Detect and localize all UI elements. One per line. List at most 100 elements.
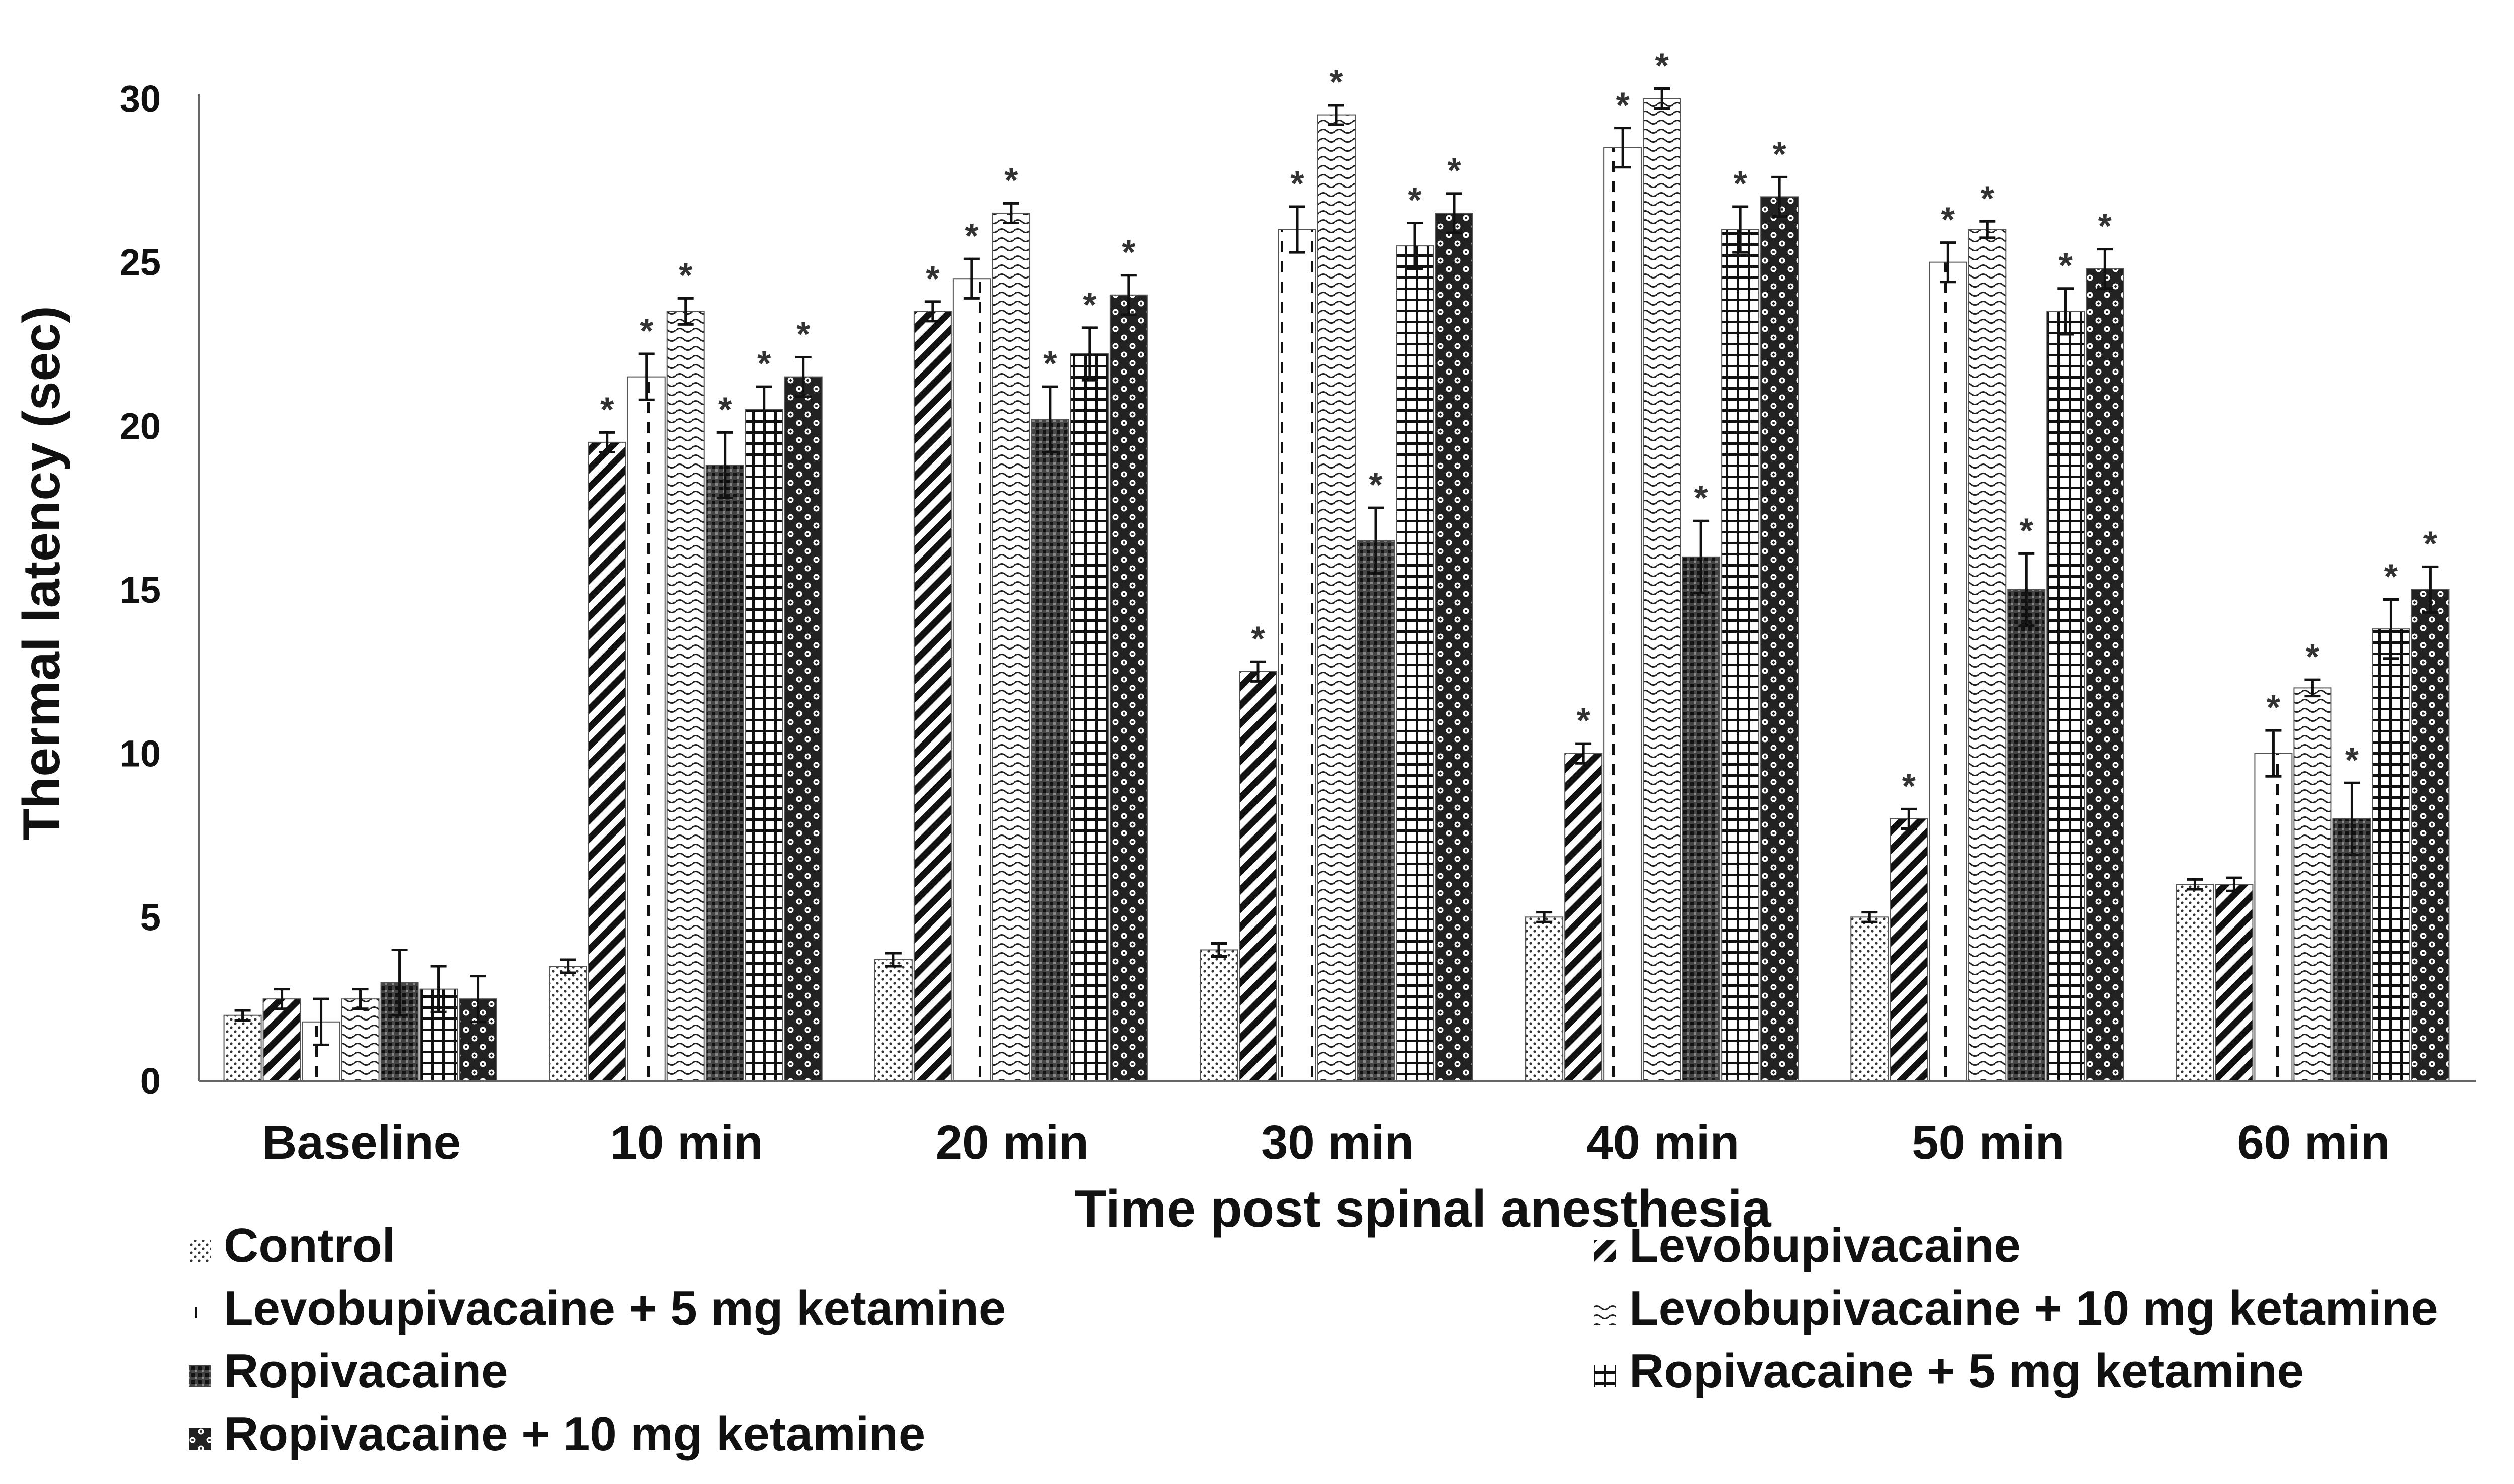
significance-marker: * — [1694, 478, 1709, 517]
legend-item-2: Levobupivacaine — [1594, 1219, 2021, 1272]
legend-label: Ropivacaine + 10 mg ketamine — [224, 1407, 925, 1461]
legend-label: Levobupivacaine — [1629, 1219, 2021, 1272]
significance-marker: * — [1043, 344, 1057, 383]
significance-marker: * — [1773, 134, 1787, 173]
error-bar-series-2-cat-1 — [274, 988, 290, 1010]
legend-swatch — [189, 1428, 211, 1450]
error-bar-series-4-cat-7 — [2304, 678, 2321, 698]
error-bar-series-4-cat-1 — [352, 988, 369, 1010]
bar-series-4-60-min — [2293, 687, 2332, 1081]
bar-series-2-10-min — [588, 441, 626, 1081]
legend-swatch — [189, 1240, 211, 1262]
significance-marker: * — [600, 390, 614, 429]
x-tick-label-10-min: 10 min — [610, 1116, 763, 1169]
error-bar-series-7-cat-3 — [1120, 274, 1137, 316]
error-bar-series-1-cat-2 — [560, 958, 576, 974]
error-bar-series-6-cat-7 — [2383, 598, 2399, 660]
bar-series-7-60-min — [2411, 589, 2450, 1081]
significance-marker: * — [679, 255, 693, 295]
error-bar-series-6-cat-1 — [430, 965, 447, 1013]
y-tick-label-15: 15 — [120, 569, 161, 611]
y-axis-label: Thermal latency (sec) — [13, 306, 71, 841]
x-category-labels: Baseline 10 min 20 min 30 min 40 min 50 min 60… — [262, 1116, 2390, 1169]
legend-swatch — [189, 1303, 211, 1325]
error-bar-series-6-cat-5 — [1732, 205, 1749, 254]
significance-marker: * — [1369, 465, 1383, 504]
x-tick-label-50-min: 50 min — [1912, 1116, 2064, 1169]
error-bar-series-4-cat-6 — [1979, 220, 1996, 239]
x-tick-label-30-min: 30 min — [1261, 1116, 1414, 1169]
significance-marker: * — [1734, 164, 1748, 203]
significance-marker: * — [1941, 200, 1955, 239]
x-tick-label-40-min: 40 min — [1586, 1116, 1739, 1169]
error-bar-series-3-cat-1 — [313, 997, 329, 1046]
bar-series-1-20-min — [874, 959, 913, 1082]
legend-label: Control — [224, 1219, 395, 1272]
significance-marker: * — [1004, 160, 1018, 200]
y-tick-label-5: 5 — [140, 896, 161, 938]
bar-series-2-60-min — [2215, 884, 2254, 1081]
bar-series-5-10-min — [705, 465, 744, 1082]
bar-series-1-10-min — [549, 966, 587, 1081]
bar-series-7-40-min — [1760, 196, 1799, 1081]
legend-label: Levobupivacaine + 10 mg ketamine — [1629, 1281, 2438, 1335]
significance-marker: * — [1251, 619, 1265, 658]
bar-series-6-30-min — [1396, 245, 1434, 1082]
error-bar-series-3-cat-7 — [2265, 729, 2282, 778]
significance-marker: * — [1577, 701, 1591, 740]
error-bar-series-1-cat-7 — [2187, 878, 2203, 891]
significance-marker: * — [1447, 151, 1461, 190]
bar-series-1-50-min — [1850, 916, 1889, 1082]
y-tick-label-20: 20 — [120, 405, 161, 447]
bar-series-3-10-min — [627, 376, 666, 1082]
error-bar-series-7-cat-2 — [795, 356, 812, 398]
x-tick-label-baseline: Baseline — [262, 1116, 461, 1169]
bars-layer — [223, 98, 2450, 1082]
bar-series-3-30-min — [1278, 229, 1316, 1081]
error-bar-series-6-cat-6 — [2057, 287, 2074, 336]
significance-marker: * — [2267, 688, 2281, 727]
y-ticks: 0 5 10 15 20 25 30 — [120, 78, 161, 1102]
error-bar-series-7-cat-7 — [2422, 565, 2439, 614]
error-bar-series-7-cat-1 — [470, 975, 486, 1024]
bar-series-7-20-min — [1109, 294, 1148, 1081]
significance-marker: * — [965, 216, 979, 255]
error-bars-layer — [234, 87, 2439, 1046]
y-tick-label-25: 25 — [120, 242, 161, 284]
legend-item-5: Ropivacaine — [189, 1344, 508, 1398]
error-bar-series-4-cat-4 — [1328, 104, 1344, 126]
error-bar-series-5-cat-2 — [716, 431, 733, 500]
error-bar-series-5-cat-3 — [1042, 385, 1058, 453]
x-axis-label: Time post spinal anesthesia — [1074, 1180, 1771, 1238]
error-bar-series-6-cat-2 — [756, 385, 772, 434]
bar-series-4-50-min — [1968, 229, 2007, 1081]
error-bar-series-7-cat-5 — [1771, 175, 1788, 218]
legend-item-1: Control — [189, 1219, 395, 1272]
error-bar-series-3-cat-4 — [1289, 205, 1305, 254]
bar-series-6-40-min — [1721, 229, 1760, 1081]
error-bar-series-2-cat-3 — [924, 300, 941, 323]
significance-marker: * — [1083, 285, 1097, 324]
bar-series-1-40-min — [1525, 916, 1564, 1082]
bar-series-7-10-min — [784, 376, 823, 1082]
legend: Control Levobupivacaine Levobupivacaine + … — [189, 1219, 2438, 1461]
error-bar-series-3-cat-5 — [1614, 127, 1631, 169]
significance-marker: * — [1981, 178, 1995, 218]
significance-marker: * — [926, 259, 940, 298]
significance-marker: * — [1290, 164, 1304, 203]
legend-item-7: Ropivacaine + 10 mg ketamine — [189, 1407, 925, 1461]
error-bar-series-2-cat-4 — [1250, 660, 1266, 683]
bar-series-5-40-min — [1682, 556, 1721, 1081]
error-bar-series-1-cat-1 — [234, 1009, 251, 1022]
error-bar-series-6-cat-4 — [1407, 222, 1423, 270]
bar-series-4-40-min — [1643, 98, 1681, 1081]
bar-series-5-50-min — [2007, 589, 2046, 1081]
error-bar-series-2-cat-5 — [1575, 742, 1592, 765]
legend-swatch — [1594, 1240, 1616, 1262]
error-bar-series-3-cat-2 — [638, 352, 655, 401]
bar-series-2-30-min — [1239, 671, 1277, 1082]
legend-swatch — [1594, 1303, 1616, 1325]
error-bar-series-4-cat-2 — [677, 297, 694, 326]
y-tick-label-0: 0 — [140, 1060, 161, 1102]
